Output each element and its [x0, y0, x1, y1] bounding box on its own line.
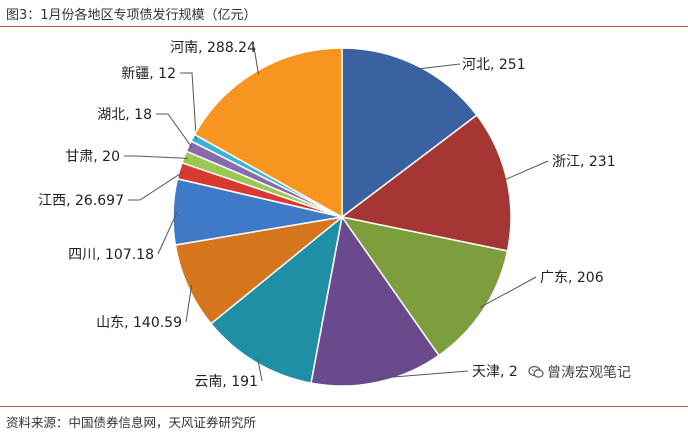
slice-label-3: 广东, 206 [540, 270, 604, 286]
slice-label-10: 湖北, 18 [97, 107, 152, 123]
top-divider [0, 26, 688, 27]
slice-label-4: 天津, 2 [472, 364, 518, 380]
pie-slice-3 [340, 215, 509, 357]
leader-line-1 [415, 63, 461, 70]
watermark-text: 曾涛宏观笔记 [547, 365, 631, 381]
leader-line-10 [156, 113, 193, 149]
pie-slice-1 [341, 47, 478, 219]
leader-line-3 [479, 276, 537, 309]
slice-label-11: 新疆, 12 [121, 66, 176, 82]
leader-line-11 [180, 72, 197, 140]
leader-line-6 [185, 284, 193, 323]
leader-line-4 [376, 370, 469, 379]
slice-label-1: 河北, 251 [462, 57, 526, 73]
slice-label-5: 云南, 191 [194, 374, 258, 390]
source-note: 资料来源：中国债券信息网，天风证券研究所 [6, 415, 257, 430]
slice-label-2: 浙江, 231 [552, 154, 616, 170]
leader-line-8 [128, 171, 184, 201]
leader-line-2 [502, 160, 549, 182]
leader-line-9 [124, 155, 188, 159]
slice-label-6: 山东, 140.59 [96, 315, 182, 331]
pie-slice-6 [174, 215, 345, 325]
slice-label-7: 四川, 107.18 [68, 247, 154, 263]
watermark: 曾涛宏观笔记 [528, 362, 631, 382]
leader-line-12 [253, 46, 259, 75]
slice-label-12: 河南, 288.24 [170, 40, 256, 56]
figure-title: 图3：1月份各地区专项债发行规模（亿元） [6, 8, 257, 23]
leader-line-5 [257, 358, 263, 382]
pie-slice-12 [193, 47, 343, 219]
leader-line-7 [157, 211, 178, 255]
wechat-icon [528, 365, 544, 378]
pie-slice-4 [310, 215, 440, 387]
pie-slice-2 [340, 114, 512, 252]
pie-slice-5 [209, 215, 344, 385]
slice-label-9: 甘肃, 20 [65, 149, 120, 165]
bottom-divider [0, 406, 688, 407]
slice-label-8: 江西, 26.697 [38, 193, 124, 209]
